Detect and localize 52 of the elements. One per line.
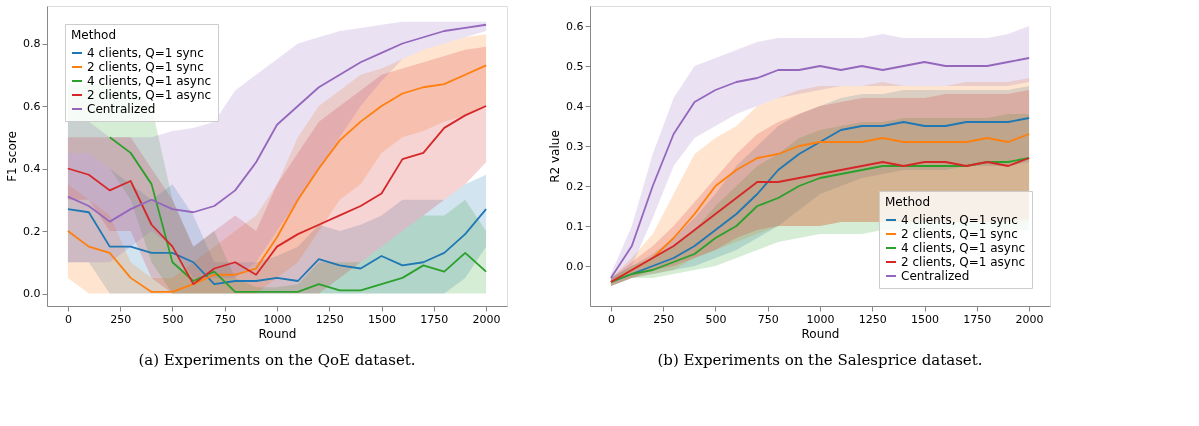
x-tick-label: 1750 xyxy=(420,312,449,326)
x-tick-label: 0 xyxy=(607,312,615,326)
x-tick-label: 250 xyxy=(110,312,132,326)
x-tick-label: 250 xyxy=(653,312,675,326)
x-tick-label: 1250 xyxy=(315,312,344,326)
legend-label: Centralized xyxy=(87,102,156,116)
x-tick-label: 1000 xyxy=(806,312,835,326)
y-tick-label: 0.4 xyxy=(566,99,584,113)
x-tick-label: 2000 xyxy=(472,312,501,326)
legend-label: 2 clients, Q=1 sync xyxy=(901,227,1018,241)
x-tick-label: 1000 xyxy=(263,312,292,326)
y-tick-label: 0.6 xyxy=(23,99,41,113)
legend-label: 2 clients, Q=1 async xyxy=(901,255,1026,269)
x-tick-label: 1250 xyxy=(858,312,887,326)
y-axis-title: R2 value xyxy=(548,130,563,183)
y-tick-label: 0.4 xyxy=(23,162,41,175)
x-tick-label: 500 xyxy=(705,312,727,326)
line-series xyxy=(610,157,1030,283)
x-axis-title: Round xyxy=(801,326,840,341)
y-tick-label: 0.1 xyxy=(566,219,584,233)
x-tick-label: 1500 xyxy=(368,312,397,326)
y-tick-label: 0.0 xyxy=(23,287,41,300)
y-tick-label: 0.2 xyxy=(23,224,41,238)
line-series xyxy=(67,23,487,223)
legend-label: Centralized xyxy=(901,269,970,283)
x-tick-label: 750 xyxy=(214,312,236,326)
x-tick-label: 1500 xyxy=(911,312,940,326)
x-tick-label: 1750 xyxy=(963,312,992,326)
x-axis-title: Round xyxy=(258,326,297,341)
x-tick-label: 0 xyxy=(64,312,72,326)
legend-label: 2 clients, Q=1 async xyxy=(87,88,212,102)
legend-label: 4 clients, Q=1 async xyxy=(87,74,212,88)
x-tick-label: 750 xyxy=(757,312,779,326)
y-tick-label: 0.3 xyxy=(566,139,584,153)
text: (a) Experiments on the QoE dataset. xyxy=(138,351,416,369)
legend-title: Method xyxy=(885,195,931,209)
text: (b) Experiments on the Salesprice dataset. xyxy=(657,351,983,369)
legend-label: 2 clients, Q=1 sync xyxy=(87,60,204,74)
x-tick-label: 500 xyxy=(162,312,184,326)
legend-label: 4 clients, Q=1 sync xyxy=(901,213,1018,227)
line-series xyxy=(108,136,487,293)
legend-label: 4 clients, Q=1 sync xyxy=(87,46,204,60)
legend-label: 4 clients, Q=1 async xyxy=(901,241,1026,255)
y-tick-label: 0.2 xyxy=(566,179,584,193)
y-tick-label: 0.5 xyxy=(566,59,584,73)
y-tick-label: 0.8 xyxy=(23,37,41,50)
legend-title: Method xyxy=(71,28,117,42)
x-tick-label: 2000 xyxy=(1015,312,1044,326)
y-tick-label: 0.6 xyxy=(566,19,584,33)
y-tick-label: 0.0 xyxy=(566,259,584,273)
line-series xyxy=(67,208,487,286)
y-axis-title: F1 score xyxy=(5,131,20,182)
